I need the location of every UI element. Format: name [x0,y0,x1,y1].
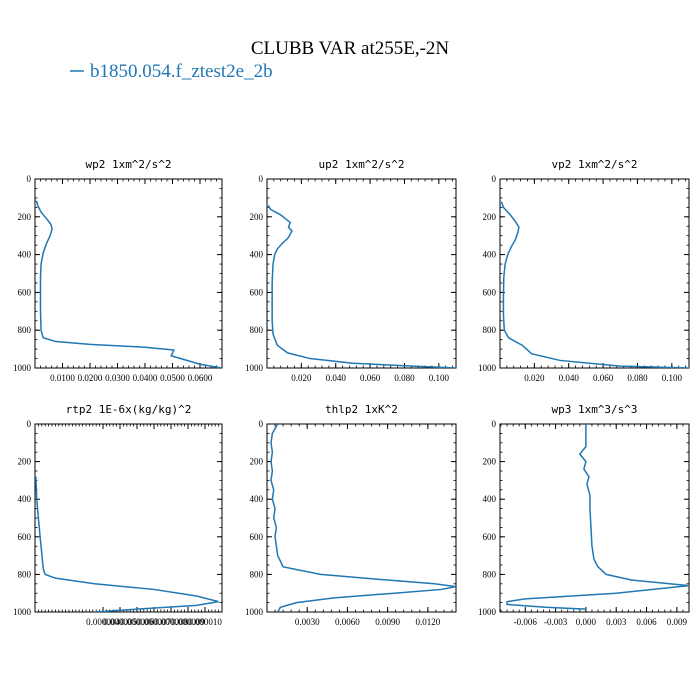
x-tick-label: 0.000005 [103,617,137,627]
y-tick-label: 200 [483,212,497,222]
y-tick-label: 0 [259,419,264,429]
y-tick-label: 0 [492,174,497,184]
y-tick-label: 800 [250,325,264,335]
panel-title: vp2 1xm^2/s^2 [551,158,637,171]
x-tick-label: 0.0200 [78,373,103,383]
x-tick-label: 0.0300 [105,373,130,383]
y-tick-label: 200 [18,457,32,467]
y-tick-label: 600 [18,287,32,297]
x-tick-label: 0.080 [627,373,648,383]
y-tick-label: 1000 [478,363,497,373]
y-tick-label: 200 [18,212,32,222]
y-tick-label: 0 [492,419,497,429]
x-tick-label: 0.060 [360,373,381,383]
x-tick-label: 0.060 [593,373,614,383]
y-tick-label: 200 [483,457,497,467]
y-tick-label: 800 [18,569,32,579]
panel-4: rtp2 1E-6x(kg/kg)^2 0 200 400 600 800 1000 0.00… [13,403,223,627]
y-tick-label: 800 [483,325,497,335]
y-tick-label: 600 [483,287,497,297]
figure-title: CLUBB VAR at255E,-2N [251,38,450,59]
x-tick-label: 0.000004 [86,617,120,627]
y-tick-label: 800 [483,569,497,579]
plot-frame [34,423,223,613]
x-tick-label: 0.020 [291,373,312,383]
y-tick-label: 600 [18,532,32,542]
series-line [500,201,689,368]
panel-title: rtp2 1E-6x(kg/kg)^2 [66,403,192,416]
plot-frame [266,178,457,369]
y-tick-label: 600 [483,532,497,542]
y-tick-label: 400 [18,250,32,260]
plot-frame [34,178,223,369]
x-tick-label: 0.003 [606,617,627,627]
plot-frame [499,178,690,369]
x-tick-label: 0.100 [662,373,683,383]
series-line [35,476,219,612]
panel-title: up2 1xm^2/s^2 [318,158,404,171]
y-tick-label: 800 [18,325,32,335]
y-tick-label: 1000 [13,607,32,617]
panel-3: vp2 1xm^2/s^2 0 200 400 600 800 1000 0.020 0.040… [478,158,690,383]
y-tick-label: 200 [250,212,264,222]
x-tick-label: 0.0100 [50,373,75,383]
y-tick-label: 400 [18,494,32,504]
x-tick-label: 0.000007 [137,617,171,627]
x-tick-label: 0.000006 [120,617,154,627]
x-tick-label: 0.020 [524,373,545,383]
series-line [35,200,222,368]
panel-5: thlp2 1xK^2 0 200 400 600 800 1000 0.0030 0.0060… [245,403,457,627]
x-tick-label: 0.0600 [188,373,213,383]
y-tick-label: 0 [27,174,32,184]
panel-title: wp3 1xm^3/s^3 [551,403,637,416]
x-tick-label: 0.000 [576,617,597,627]
x-tick-label: -0.006 [514,617,538,627]
x-tick-label: 0.0060 [335,617,360,627]
x-tick-label: 0.040 [559,373,580,383]
x-tick-label: 0.0120 [415,617,440,627]
x-tick-label: 0.000008 [154,617,188,627]
x-tick-label: 0.006 [636,617,657,627]
panel-title: wp2 1xm^2/s^2 [85,158,171,171]
x-tick-label: 0.080 [394,373,415,383]
x-tick-label: 0.0090 [375,617,400,627]
y-tick-label: 1000 [245,607,264,617]
y-tick-label: 800 [250,569,264,579]
y-tick-label: 600 [250,532,264,542]
series-line [506,424,689,610]
y-tick-label: 200 [250,457,264,467]
series-line [270,424,456,612]
plot-frame [499,423,690,613]
y-tick-label: 400 [483,250,497,260]
legend-label: b1850.054.f_ztest2e_2b [90,61,273,82]
y-tick-label: 400 [250,250,264,260]
y-tick-label: 400 [483,494,497,504]
x-tick-label: 0.000010 [188,617,222,627]
panel-title: thlp2 1xK^2 [325,403,398,416]
y-tick-label: 0 [27,419,32,429]
panel-6: wp3 1xm^3/s^3 0 200 400 600 800 1000 -0.006 -0.0… [478,403,690,627]
series-line [267,205,456,368]
panel-2: up2 1xm^2/s^2 0 200 400 600 800 1000 0.020 0.040… [245,158,457,383]
x-tick-label: 0.009 [667,617,688,627]
x-tick-label: 0.0030 [295,617,320,627]
panel-1: wp2 1xm^2/s^2 0 200 400 600 800 1000 0.0100 0.02… [13,158,223,383]
x-tick-label: 0.100 [429,373,450,383]
y-tick-label: 0 [259,174,264,184]
x-tick-label: 0.0400 [133,373,158,383]
x-tick-label: 0.000009 [171,617,205,627]
y-tick-label: 1000 [478,607,497,617]
y-tick-label: 600 [250,287,264,297]
y-tick-label: 400 [250,494,264,504]
x-tick-label: 0.040 [326,373,347,383]
x-tick-label: -0.003 [544,617,568,627]
y-tick-label: 1000 [13,363,32,373]
x-tick-label: 0.0500 [160,373,185,383]
y-tick-label: 1000 [245,363,264,373]
